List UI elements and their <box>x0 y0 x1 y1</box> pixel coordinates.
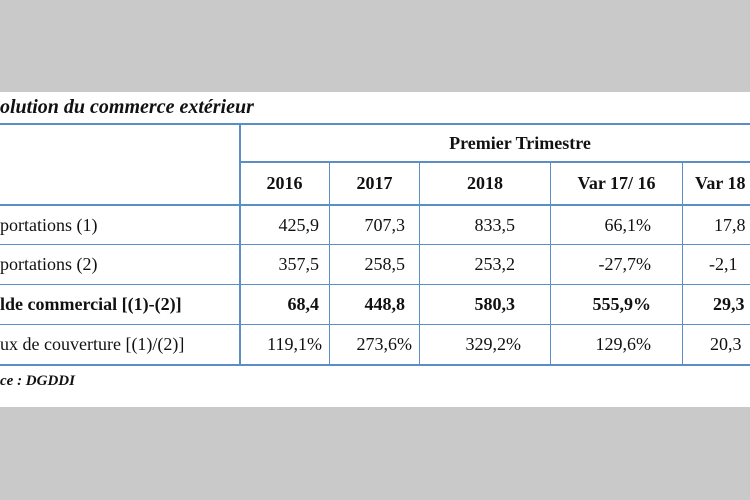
table-cell: 273,6% <box>356 334 413 354</box>
table-cell: 555,9% <box>592 294 652 314</box>
source-note: ce : DGDDI <box>0 373 75 389</box>
trade-table: Premier Trimestre 2016 2017 2018 Var 17/… <box>0 92 750 407</box>
table-cell: 833,5 <box>474 214 516 235</box>
table-cell: 329,2% <box>465 334 522 354</box>
rule-row-1 <box>0 244 750 245</box>
rule-col-2016 <box>329 162 330 366</box>
rule-table-bottom <box>0 364 750 366</box>
table-cell: 253,2 <box>474 254 516 274</box>
table-cell: -27,7% <box>598 254 652 274</box>
rule-col-2017 <box>419 162 420 366</box>
table-title: olution du commerce extérieur <box>0 96 254 118</box>
rule-col-label <box>239 125 241 366</box>
row-label-importations: portations (2) <box>0 254 98 274</box>
header-var-17-16: Var 17/ 16 <box>577 173 656 193</box>
table-cell: 357,5 <box>278 254 320 274</box>
table-cell: 66,1% <box>604 214 652 235</box>
rule-col-var1716 <box>682 162 683 366</box>
table-cell: 425,9 <box>278 214 320 235</box>
header-premier-trimestre: Premier Trimestre <box>449 132 591 153</box>
table-cell: 68,4 <box>287 294 320 314</box>
header-2017: 2017 <box>356 173 393 193</box>
rule-row-3 <box>0 324 750 325</box>
rule-col-2018 <box>550 162 551 366</box>
row-label-solde-commercial: lde commercial [(1)-(2)] <box>0 294 182 314</box>
table-cell: 258,5 <box>364 254 406 274</box>
table-cell: 29,3 <box>713 294 745 314</box>
header-2018: 2018 <box>467 173 503 193</box>
rule-header-mid <box>240 161 750 163</box>
header-var-18: Var 18 <box>695 173 746 193</box>
table-cell: 448,8 <box>364 294 406 314</box>
table-cell: 580,3 <box>474 294 516 314</box>
table-cell: 129,6% <box>595 334 652 354</box>
row-label-taux-de-couverture: ux de couverture [(1)/(2)] <box>0 334 185 354</box>
rule-row-2 <box>0 284 750 285</box>
row-label-exportations: portations (1) <box>0 214 98 235</box>
document-image: olution du commerce extérieur Premier Tr… <box>0 92 750 407</box>
table-cell: 707,3 <box>364 214 406 235</box>
table-cell: 20,3 <box>710 334 742 354</box>
table-cell: -2,1 <box>709 254 738 274</box>
rule-header-bottom <box>0 204 750 206</box>
header-2016: 2016 <box>266 173 303 193</box>
title-underline <box>0 123 750 125</box>
table-cell: 17,8 <box>714 214 746 235</box>
table-cell: 119,1% <box>267 334 322 354</box>
